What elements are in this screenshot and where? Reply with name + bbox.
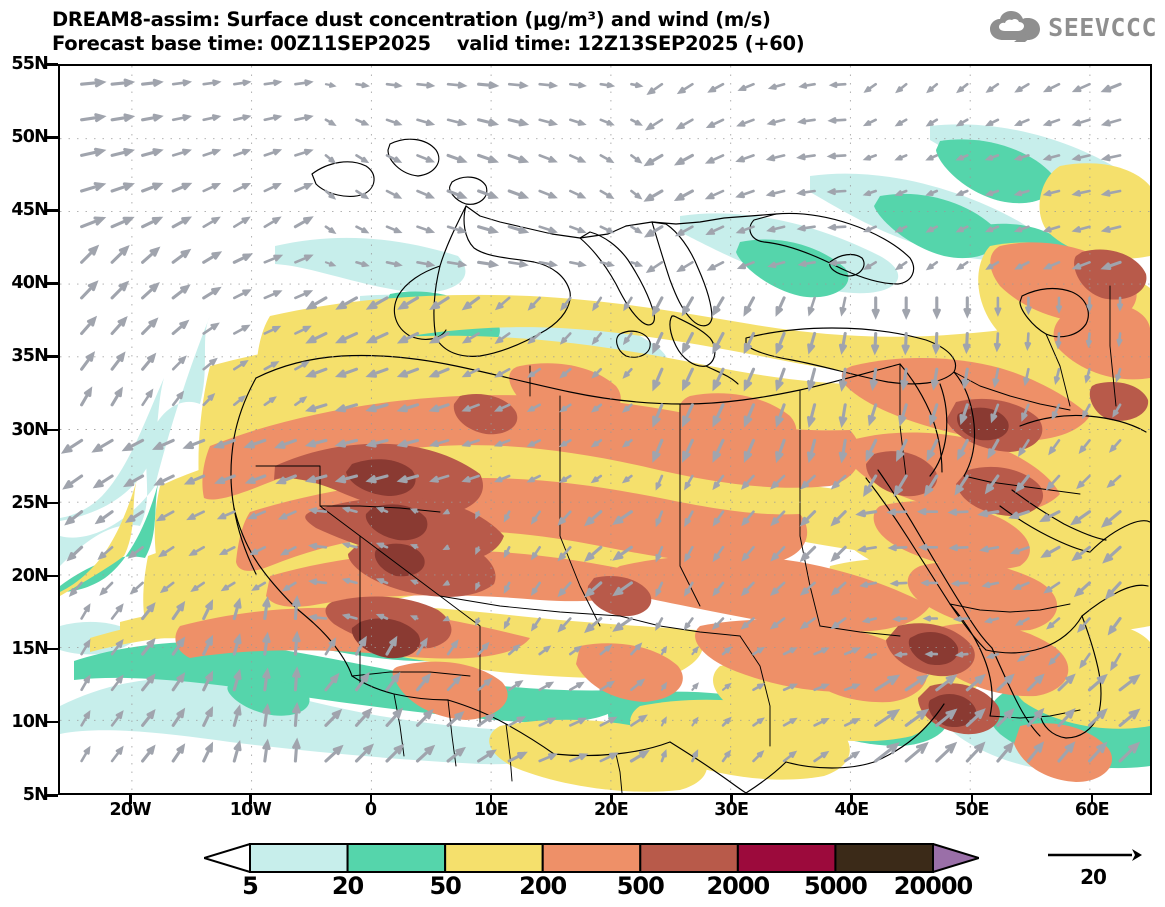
lat-tick-30N: 30N xyxy=(11,419,48,440)
lon-tick-mark xyxy=(730,795,733,804)
lon-tick-mark xyxy=(850,795,853,804)
figure-title-block: DREAM8-assim: Surface dust concentration… xyxy=(52,8,952,56)
lat-tick-mark xyxy=(46,282,58,285)
lat-tick-mark xyxy=(46,209,58,212)
lon-tick-20W: 20W xyxy=(109,800,151,820)
lat-tick-mark xyxy=(46,794,58,797)
lat-tick-mark xyxy=(46,428,58,431)
lon-tick-40E: 40E xyxy=(834,800,869,820)
colorbar-label-5: 5 xyxy=(242,872,259,900)
wind-scale-reference: 20 xyxy=(1040,845,1150,890)
lat-tick-mark xyxy=(46,136,58,139)
colorbar-label-500: 500 xyxy=(616,872,665,900)
colorbar-label-20: 20 xyxy=(331,872,364,900)
lon-tick-mark xyxy=(970,795,974,804)
cloud-icon xyxy=(990,11,1041,42)
lon-tick-mark xyxy=(249,795,252,804)
lat-tick-mark xyxy=(46,63,58,66)
title-text-tail: ) and wind (m/s) xyxy=(595,8,771,31)
dust-concentration-map xyxy=(60,66,1150,793)
forecast-base-time: Forecast base time: 00Z11SEP2025 xyxy=(52,32,431,55)
lon-tick-mark xyxy=(1090,795,1094,804)
lon-tick-30E: 30E xyxy=(714,800,749,820)
lon-tick-50E: 50E xyxy=(954,800,990,820)
lon-tick-mark xyxy=(369,795,373,804)
colorbar-tick-labels: 5 20 50 200 500 2000 5000 20000 xyxy=(0,872,1165,902)
colorbar-label-50: 50 xyxy=(429,872,461,900)
colorbar-label-200: 200 xyxy=(519,872,567,900)
seevccc-logo: SEEVCCC xyxy=(989,10,1157,44)
lon-tick-0: 0 xyxy=(364,800,377,820)
lat-tick-45N: 45N xyxy=(11,200,48,221)
lat-tick-40N: 40N xyxy=(11,273,48,294)
colorbar-label-2000: 2000 xyxy=(706,872,770,900)
lat-tick-15N: 15N xyxy=(11,638,48,659)
colorbar[interactable] xyxy=(204,843,979,873)
colorbar-label-20000: 20000 xyxy=(893,872,973,900)
lat-tick-mark xyxy=(46,574,58,578)
lon-tick-mark xyxy=(129,795,132,804)
latitude-axis: 55N 50N 45N 40N 35N 30N 25N 20N 15N 10N 5N xyxy=(0,0,58,907)
wind-vector-field xyxy=(60,78,1141,763)
valid-time: valid time: 12Z13SEP2025 (+60) xyxy=(456,32,805,55)
lat-tick-mark xyxy=(46,647,58,651)
lat-tick-20N: 20N xyxy=(11,565,48,586)
title-text-main: DREAM8-assim: Surface dust concentration… xyxy=(52,8,533,31)
lat-tick-35N: 35N xyxy=(11,346,48,367)
title-units: μg/m³ xyxy=(532,8,596,31)
lat-tick-25N: 25N xyxy=(11,492,48,513)
wind-reference-arrow-icon xyxy=(1048,849,1142,861)
wind-reference-label: 20 xyxy=(1080,865,1107,889)
lat-tick-5N: 5N xyxy=(22,785,49,805)
lon-tick-60E: 60E xyxy=(1074,800,1110,820)
title-line-1: DREAM8-assim: Surface dust concentration… xyxy=(52,8,952,32)
lat-tick-55N: 55N xyxy=(11,54,48,74)
map-plot-area[interactable] xyxy=(58,64,1152,795)
lat-tick-mark xyxy=(46,720,58,724)
lon-tick-10E: 10E xyxy=(473,800,509,820)
logo-label: SEEVCCC xyxy=(1048,12,1157,42)
lon-tick-10W: 10W xyxy=(229,800,272,820)
lat-tick-10N: 10N xyxy=(11,711,48,732)
lat-tick-50N: 50N xyxy=(11,127,48,148)
colorbar-label-5000: 5000 xyxy=(804,872,868,900)
lon-tick-mark xyxy=(610,795,613,804)
lat-tick-mark xyxy=(46,501,58,505)
lon-tick-20E: 20E xyxy=(594,800,629,820)
title-line-2: Forecast base time: 00Z11SEP2025 valid ti… xyxy=(52,32,952,56)
lat-tick-mark xyxy=(46,355,58,358)
lon-tick-mark xyxy=(489,795,493,804)
